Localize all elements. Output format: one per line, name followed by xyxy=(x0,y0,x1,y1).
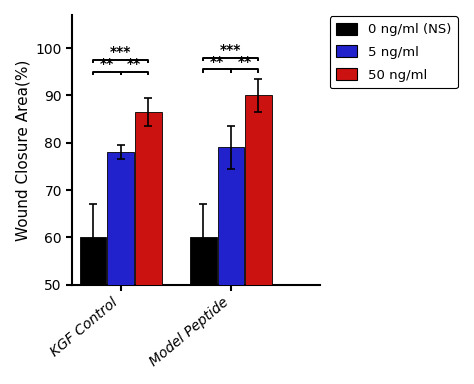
Text: **: ** xyxy=(237,55,252,69)
Bar xyxy=(107,152,134,285)
Legend: 0 ng/ml (NS), 5 ng/ml, 50 ng/ml: 0 ng/ml (NS), 5 ng/ml, 50 ng/ml xyxy=(329,16,458,88)
Text: ***: *** xyxy=(220,43,242,57)
Y-axis label: Wound Closure Area(%): Wound Closure Area(%) xyxy=(15,59,30,240)
Text: **: ** xyxy=(100,57,114,71)
Bar xyxy=(80,237,106,285)
Bar xyxy=(190,237,217,285)
Bar xyxy=(218,147,244,285)
Text: **: ** xyxy=(210,55,224,69)
Bar xyxy=(245,96,272,285)
Text: **: ** xyxy=(127,57,142,71)
Bar xyxy=(135,112,162,285)
Text: ***: *** xyxy=(110,45,131,59)
